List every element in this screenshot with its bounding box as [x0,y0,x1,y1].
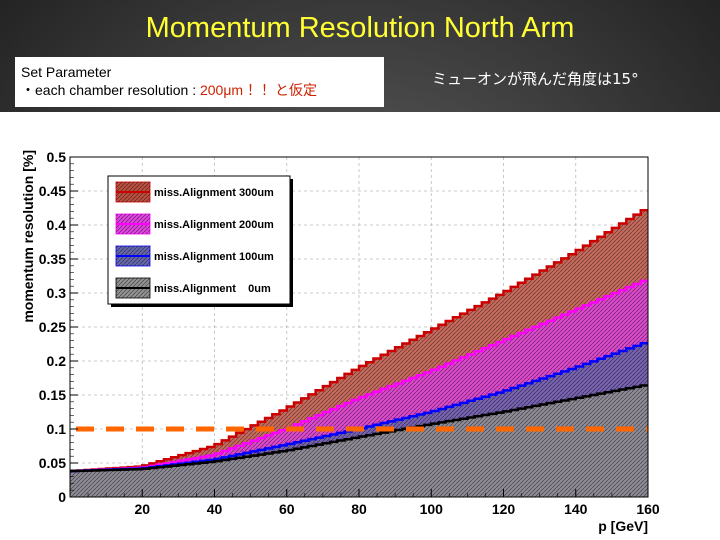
y-tick-label: 0.35 [39,251,66,267]
parameter-line-value: 200μm ！！と仮定 [199,82,317,98]
y-tick-label: 0.2 [47,353,67,369]
y-tick-label: 0.3 [47,285,67,301]
series-line-3 [70,384,648,473]
x-tick-label: 60 [279,501,295,517]
parameter-line-prefix: ・each chamber resolution : [21,82,200,98]
parameter-box: Set Parameter ・each chamber resolution :… [15,57,384,107]
legend-label-3: miss.Alignment 0um [154,283,271,295]
legend-label-2: miss.Alignment 100um [154,251,274,263]
y-tick-label: 0.1 [47,421,67,437]
y-tick-label: 0.45 [39,183,66,199]
x-tick-label: 140 [564,501,588,517]
angle-note: ミューオンが飛んだ角度は15° [432,70,639,88]
legend-label-0: miss.Alignment 300um [154,187,274,199]
x-tick-label: 80 [351,501,367,517]
slide-title: Momentum Resolution North Arm [145,12,575,44]
series-line-0 [70,208,648,473]
x-tick-label: 20 [134,501,150,517]
x-tick-label: 100 [420,501,444,517]
y-axis-title: momentum resolution [%] [20,150,36,323]
y-tick-label: 0.5 [47,149,67,165]
legend-label-1: miss.Alignment 200um [154,219,274,231]
x-tick-label: 160 [636,501,660,517]
y-tick-label: 0.4 [47,217,67,233]
x-tick-label: 120 [492,501,516,517]
y-tick-label: 0.05 [39,455,66,471]
parameter-line: ・each chamber resolution : 200μm ！！と仮定 [21,81,378,99]
y-tick-label: 0 [58,489,66,505]
y-tick-label: 0.15 [39,387,66,403]
x-tick-label: 40 [207,501,223,517]
x-axis-title: p [GeV] [598,518,648,534]
series-line-1 [70,279,648,473]
parameter-heading: Set Parameter [21,64,112,80]
y-tick-label: 0.25 [39,319,66,335]
